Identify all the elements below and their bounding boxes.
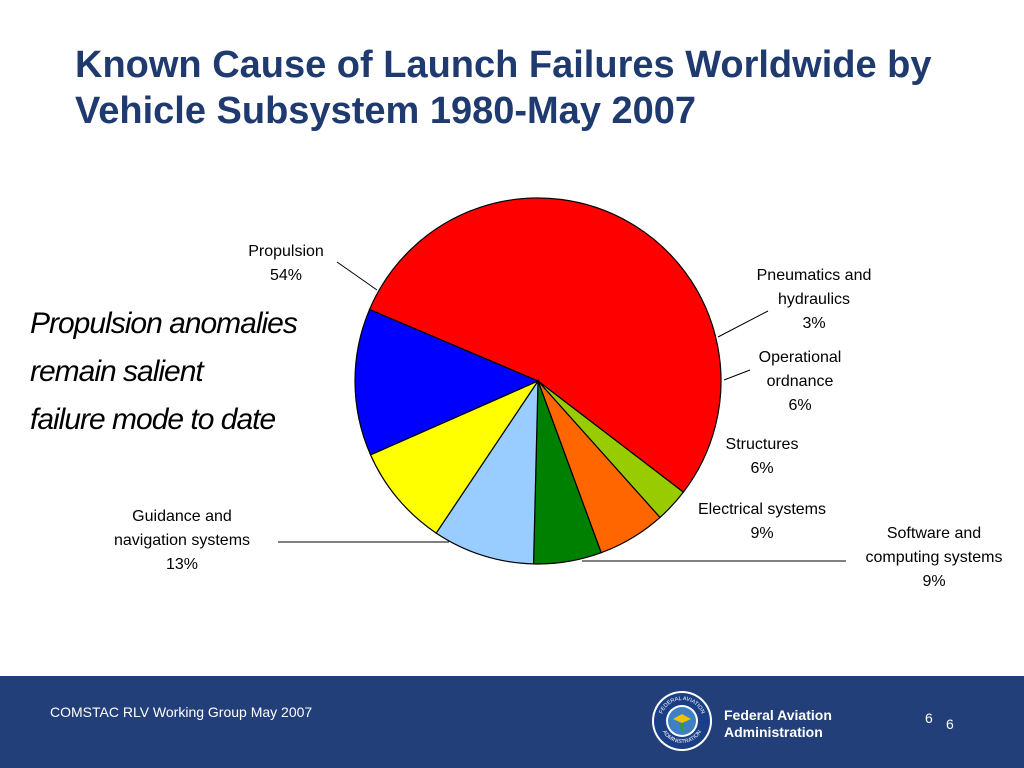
slice-label-0: Propulsion 54%: [248, 243, 324, 284]
slice-percent: 6%: [788, 397, 811, 414]
slice-label-line: Electrical systems: [698, 501, 826, 518]
slice-label-line: ordnance: [767, 373, 834, 390]
slice-label-line: Guidance and: [132, 508, 232, 525]
footer-presentation-label: COMSTAC RLV Working Group May 2007: [50, 704, 313, 720]
slice-label-line: Operational: [759, 349, 842, 366]
pie-slice-6: [354, 308, 540, 456]
slice-label-line: Propulsion: [248, 243, 324, 260]
page-title: Known Cause of Launch Failures Worldwide…: [75, 44, 932, 132]
pie-slice-5: [369, 379, 540, 534]
pie-slice-4: [435, 378, 539, 565]
slice-label-4: Electrical systems 9%: [698, 501, 826, 542]
slice-label-line: Pneumatics and: [757, 267, 872, 284]
agency-name: Federal Aviation Administration: [724, 707, 832, 741]
slice-label-line: Structures: [726, 436, 799, 453]
faa-seal-icon: FEDERAL AVIATION ADMINISTRATION: [652, 691, 712, 751]
page-number: 6: [925, 710, 933, 726]
pie-chart: Propulsion 54% Pneumatics and hydraulics 3% O…: [114, 197, 1003, 590]
slice-label-3: Structures 6%: [726, 436, 799, 477]
slice-label-line: navigation systems: [114, 532, 250, 549]
callout-line-1: Propulsion anomalies: [30, 307, 298, 340]
slice-percent: 3%: [802, 315, 825, 332]
callout-text: Propulsion anomalies remain salient fail…: [30, 300, 370, 444]
slice-percent: 6%: [750, 460, 773, 477]
slice-label-6: Guidance and navigation systems 13%: [114, 508, 250, 573]
slice-percent: 9%: [750, 525, 773, 542]
slice-percent: 13%: [166, 556, 198, 573]
leader-line-2: [723, 369, 751, 381]
pie-slice-0: [368, 197, 722, 493]
callout-line-2: remain salient: [30, 355, 204, 388]
slice-label-line: Software and: [887, 525, 981, 542]
slice-percent: 54%: [270, 267, 302, 284]
slice-percent: 9%: [922, 573, 945, 590]
slice-label-5: Software and computing systems 9%: [866, 525, 1003, 590]
leader-line-0: [336, 261, 378, 291]
slice-label-1: Pneumatics and hydraulics 3%: [757, 267, 872, 332]
slice-label-line: computing systems: [866, 549, 1003, 566]
agency-name-line-1: Federal Aviation: [724, 707, 832, 723]
callout-line-3: failure mode to date: [30, 403, 276, 436]
slice-label-line: hydraulics: [778, 291, 850, 308]
leader-line-1: [717, 310, 769, 338]
footer-bar: COMSTAC RLV Working Group May 2007 FEDER…: [0, 676, 1024, 768]
agency-name-line-2: Administration: [724, 724, 823, 740]
slice-label-2: Operational ordnance 6%: [759, 349, 842, 414]
page-number-secondary: 6: [946, 716, 954, 732]
